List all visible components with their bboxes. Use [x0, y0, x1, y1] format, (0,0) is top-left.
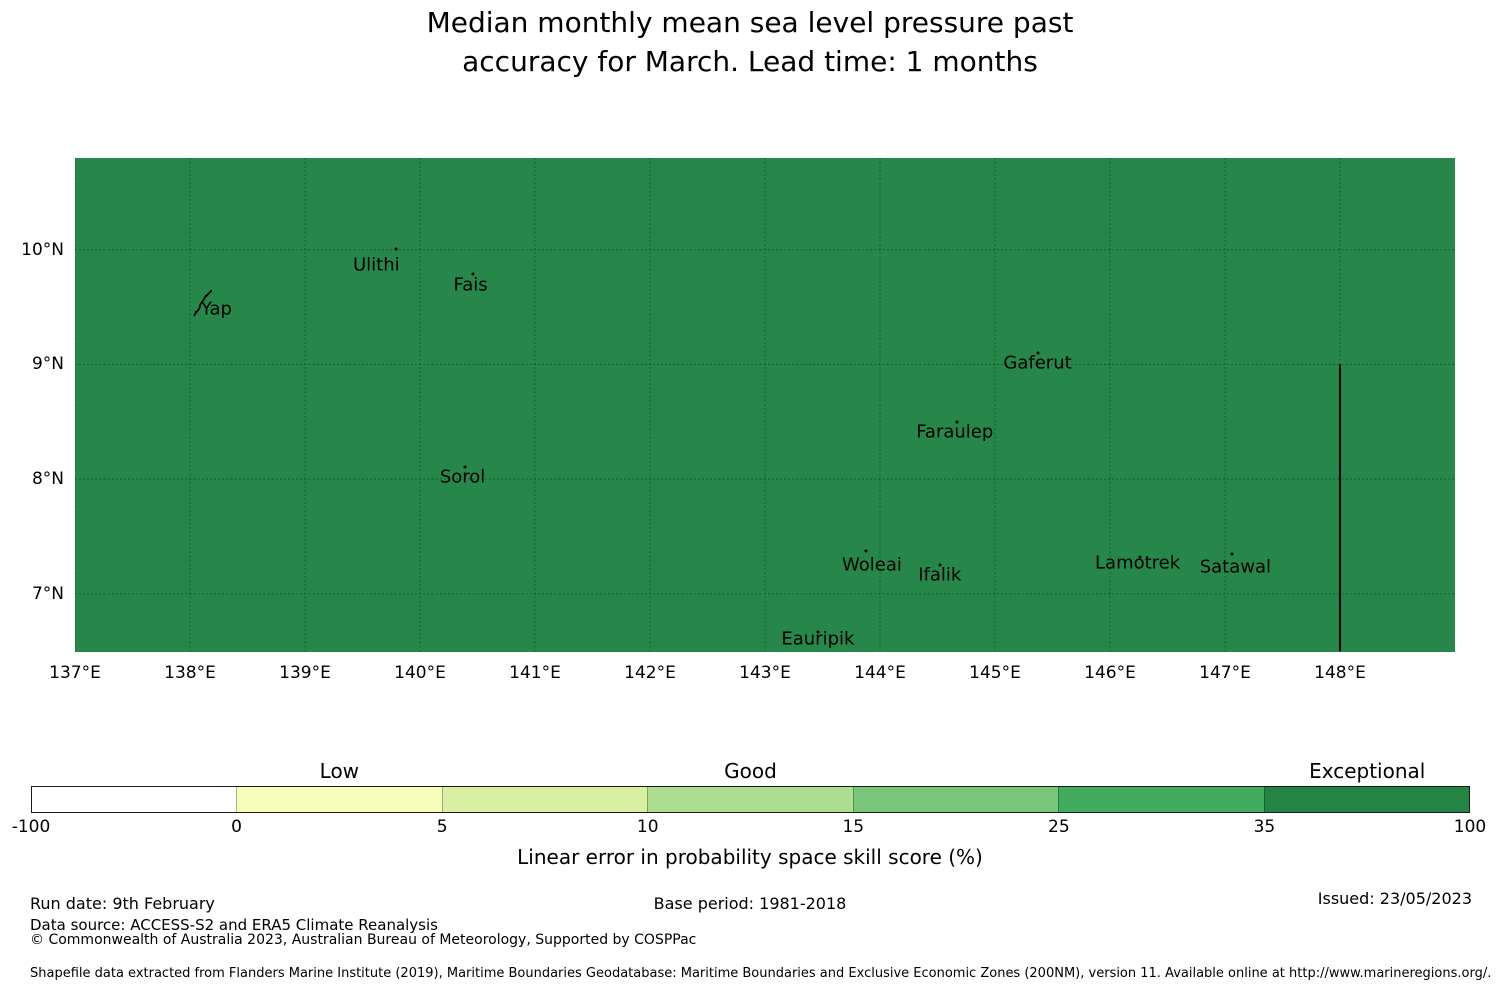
- colorbar-tick-label: 0: [231, 817, 242, 837]
- colorbar-tick-label: 5: [436, 817, 448, 837]
- island-dot: [1230, 552, 1234, 556]
- colorbar-segment: [1263, 787, 1469, 812]
- y-tick-label: 8°N: [31, 469, 64, 490]
- footer-base-period: Base period: 1981-2018: [653, 894, 847, 913]
- y-tick-label: 9°N: [31, 354, 64, 375]
- colorbar-tick-label: 15: [842, 817, 865, 837]
- title-line-1: Median monthly mean sea level pressure p…: [426, 6, 1074, 39]
- island-label: Ulithi: [352, 254, 400, 276]
- colorbar-tick-label: 10: [636, 817, 659, 837]
- island-label: Lamotrek: [1095, 552, 1181, 574]
- colorbar-tick-label: 35: [1253, 817, 1276, 837]
- x-tick-label: 138°E: [164, 663, 216, 683]
- map-area: Yap Ulithi Fais Sorol Gaferut Faraulep Woleai I…: [75, 158, 1455, 652]
- colorbar-segment: [852, 787, 1059, 812]
- x-tick-label: 148°E: [1314, 663, 1366, 683]
- colorbar-tick-label: 25: [1048, 817, 1070, 837]
- island-label: Fais: [453, 274, 488, 296]
- colorbar-tier-label: Exceptional: [1309, 759, 1426, 783]
- island-dot: [1138, 555, 1142, 559]
- colorbar-segment: [647, 787, 853, 812]
- island-label: Woleai: [842, 554, 902, 576]
- x-tick-label: 145°E: [969, 663, 1021, 683]
- colorbar: [31, 786, 1470, 813]
- x-tick-label: 141°E: [509, 663, 561, 683]
- footer-data-source: Data source: ACCESS-S2 and ERA5 Climate …: [30, 916, 438, 934]
- title-line-2: accuracy for March. Lead time: 1 months: [462, 45, 1038, 78]
- x-tick-label: 137°E: [49, 663, 101, 683]
- island-label: Eauripik: [781, 628, 855, 650]
- figure-title: Median monthly mean sea level pressure p…: [0, 3, 1500, 81]
- island-label: Gaferut: [1003, 352, 1072, 374]
- island-label: Ifalik: [918, 564, 962, 586]
- colorbar-tier-label: Good: [724, 759, 777, 783]
- x-tick-label: 147°E: [1199, 663, 1251, 683]
- colorbar-caption: Linear error in probability space skill …: [517, 845, 983, 869]
- island-dot: [864, 549, 868, 553]
- colorbar-segment: [441, 787, 648, 812]
- colorbar-segment: [32, 787, 237, 812]
- footer-issued-date: Issued: 23/05/2023: [1317, 889, 1472, 908]
- footer-shapefile-note: Shapefile data extracted from Flanders M…: [30, 966, 1492, 981]
- footer-copyright: © Commonwealth of Australia 2023, Austra…: [30, 932, 697, 948]
- island-dot: [938, 563, 942, 567]
- island-label: Faraulep: [916, 421, 994, 443]
- y-tick-label: 10°N: [21, 239, 64, 260]
- island-dot: [463, 465, 467, 469]
- map-grid: [75, 158, 1455, 652]
- island-label: Satawal: [1199, 556, 1271, 578]
- y-tick-label: 7°N: [31, 583, 64, 604]
- x-tick-label: 140°E: [394, 663, 446, 683]
- island-dot: [394, 247, 398, 251]
- x-tick-label: 143°E: [739, 663, 791, 683]
- yap-archipelago-icon: [192, 289, 212, 316]
- island-label: Sorol: [439, 466, 486, 488]
- island-dot: [1036, 351, 1040, 355]
- island-label: Yap: [200, 298, 232, 320]
- colorbar-tier-label: Low: [319, 759, 360, 783]
- colorbar-segment: [1058, 787, 1264, 812]
- x-tick-label: 139°E: [279, 663, 331, 683]
- colorbar-segment: [236, 787, 442, 812]
- colorbar-tick-label: -100: [11, 817, 51, 837]
- island-dot: [471, 272, 475, 276]
- x-tick-label: 142°E: [624, 663, 676, 683]
- x-tick-label: 144°E: [854, 663, 906, 683]
- colorbar-tick-label: 100: [1453, 817, 1487, 837]
- island-dot: [816, 630, 820, 634]
- x-tick-label: 146°E: [1084, 663, 1136, 683]
- island-dot: [955, 420, 959, 424]
- footer-run-date: Run date: 9th February: [30, 894, 215, 913]
- islands-layer: Yap Ulithi Fais Sorol Gaferut Faraulep Woleai I…: [75, 158, 1455, 652]
